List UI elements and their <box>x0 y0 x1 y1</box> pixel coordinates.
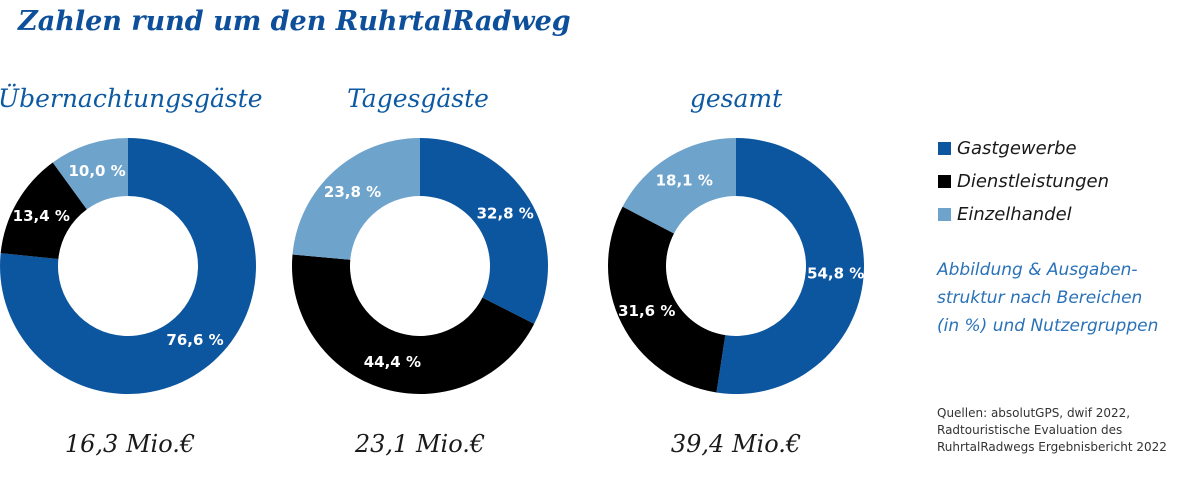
donut-slice-einzelhandel <box>292 138 420 260</box>
slice-label-gastgewerbe: 76,6 % <box>166 331 223 349</box>
total-uebernachtungsgaeste: 16,3 Mio.€ <box>64 430 196 458</box>
chart-title-uebernachtungsgaeste: Übernachtungsgäste <box>0 84 263 113</box>
slice-label-einzelhandel: 10,0 % <box>68 162 125 180</box>
chart-title-gesamt: gesamt <box>689 84 783 113</box>
donut-chart-tagesgaeste: 32,8 % 44,4 % 23,8 % <box>292 138 548 394</box>
donut-slice-dienstleistungen <box>0 162 87 259</box>
donut-slice-gastgewerbe <box>716 138 864 394</box>
donut-chart-uebernachtungsgaeste: 76,6 % 13,4 % 10,0 % <box>0 138 256 394</box>
legend-label: Dienstleistungen <box>957 171 1110 192</box>
slice-label-einzelhandel: 18,1 % <box>656 171 713 189</box>
legend-item-dienstleistungen: Dienstleistungen <box>938 165 1109 198</box>
chart-title-tagesgaeste: Tagesgäste <box>347 84 489 113</box>
slice-label-dienstleistungen: 13,4 % <box>13 207 70 225</box>
slice-label-dienstleistungen: 31,6 % <box>618 302 675 320</box>
legend-swatch-dienstleistungen <box>938 175 951 188</box>
donut-slice-einzelhandel <box>52 138 128 210</box>
donut-chart-gesamt: 54,8 % 31,6 % 18,1 % <box>608 138 864 394</box>
page-title: Zahlen rund um den RuhrtalRadweg <box>18 6 571 37</box>
donut-slice-dienstleistungen <box>292 254 535 394</box>
slice-label-gastgewerbe: 54,8 % <box>807 265 864 283</box>
figure-caption: Abbildung & Ausgaben- struktur nach Bere… <box>937 260 1159 336</box>
donut-slice-einzelhandel <box>622 138 736 234</box>
slice-label-dienstleistungen: 44,4 % <box>364 353 421 371</box>
donut-slice-dienstleistungen <box>608 206 726 393</box>
total-gesamt: 39,4 Mio.€ <box>670 430 802 458</box>
slice-label-einzelhandel: 23,8 % <box>324 183 381 201</box>
legend-label: Einzelhandel <box>957 204 1072 225</box>
legend: Gastgewerbe Dienstleistungen Einzelhande… <box>938 132 1109 231</box>
sources-note: Quellen: absolutGPS, dwif 2022, Radtouri… <box>937 406 1167 454</box>
slice-label-gastgewerbe: 32,8 % <box>477 205 534 223</box>
legend-item-einzelhandel: Einzelhandel <box>938 198 1109 231</box>
legend-item-gastgewerbe: Gastgewerbe <box>938 132 1109 165</box>
legend-swatch-gastgewerbe <box>938 142 951 155</box>
legend-label: Gastgewerbe <box>957 138 1077 159</box>
legend-swatch-einzelhandel <box>938 208 951 221</box>
donut-slice-gastgewerbe <box>0 138 256 394</box>
donut-slice-gastgewerbe <box>420 138 548 324</box>
total-tagesgaeste: 23,1 Mio.€ <box>354 430 486 458</box>
